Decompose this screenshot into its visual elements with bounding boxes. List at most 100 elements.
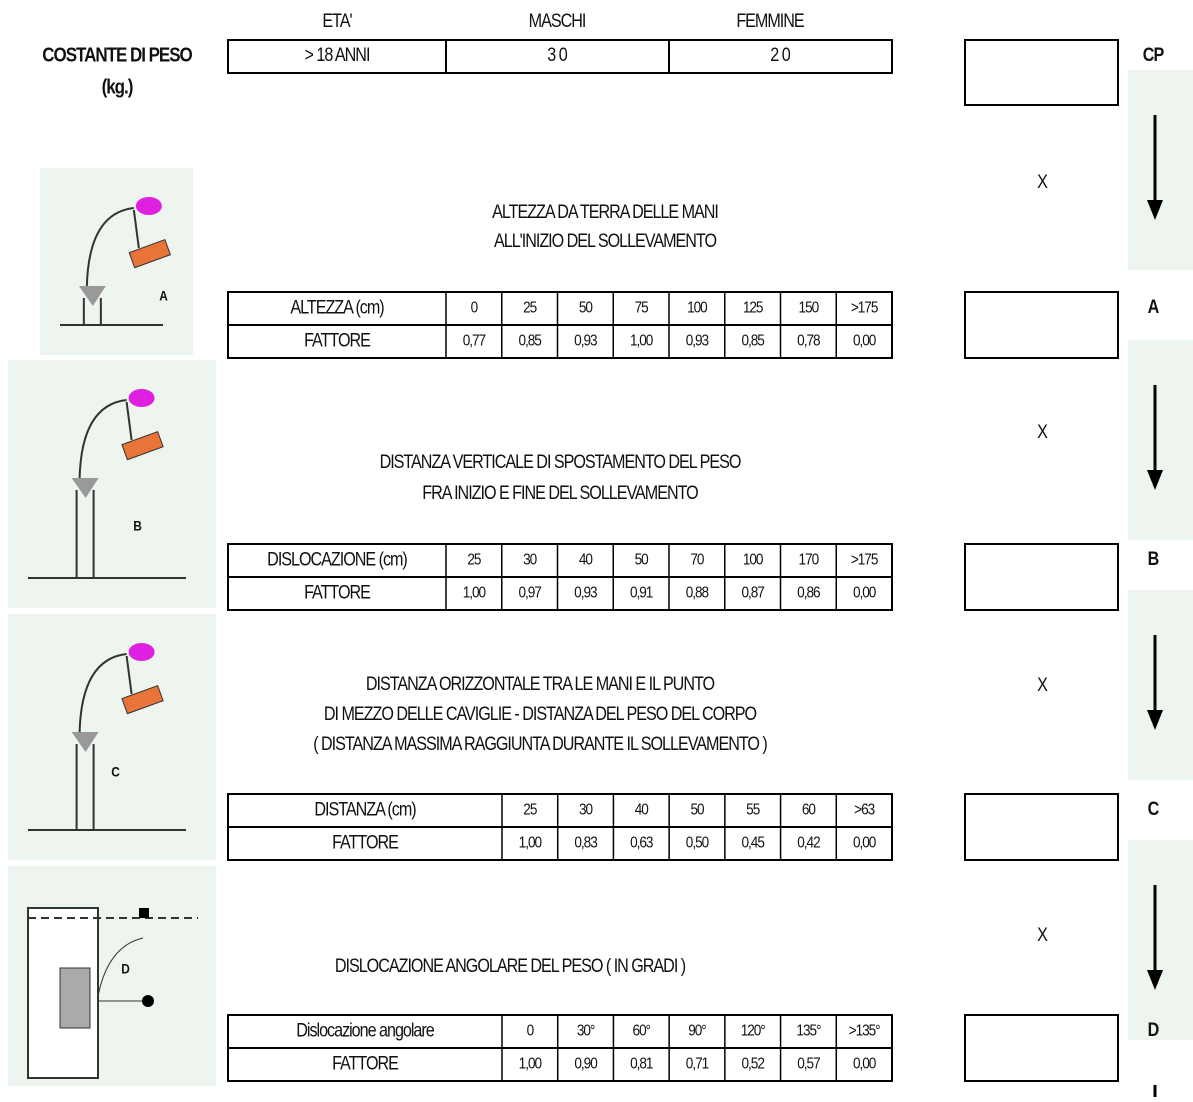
cell: 25: [523, 802, 537, 819]
hip: [78, 286, 106, 306]
cell: 0: [527, 1023, 534, 1040]
cell: >135°: [849, 1023, 881, 1040]
cell: 135°: [796, 1023, 821, 1040]
cell: 70: [690, 552, 704, 569]
back: [78, 653, 127, 733]
cell: 0,93: [574, 333, 597, 350]
cell: 0,50: [686, 835, 709, 852]
arrow-strip: [1128, 70, 1193, 270]
row-label: FATTORE: [304, 329, 370, 351]
arrow-head: [1147, 970, 1163, 990]
box: [964, 291, 1119, 359]
cell: 0,91: [630, 585, 653, 602]
row-label: Dislocazione angolare: [296, 1019, 435, 1041]
cell: 0,83: [574, 835, 597, 852]
section-title: ALTEZZA DA TERRA DELLE MANI: [492, 201, 718, 223]
cell: 0,00: [853, 333, 876, 350]
load: [121, 685, 164, 715]
cell: 0,90: [574, 1056, 597, 1073]
load: [59, 967, 91, 1029]
arrow-strip: [1128, 840, 1193, 1040]
text: (kg.): [102, 75, 134, 98]
arms: [125, 655, 133, 695]
cell: 170: [799, 552, 819, 569]
load: [121, 431, 164, 461]
arrow-strip: [1128, 590, 1193, 780]
head: [135, 197, 162, 215]
pictogram: [27, 907, 198, 1079]
multiplier: X: [1037, 924, 1048, 946]
row-label: ALTEZZA (cm): [290, 296, 384, 318]
cell: 30°: [577, 1023, 596, 1040]
head: [128, 643, 155, 661]
result-label: A: [1148, 296, 1160, 318]
cell: 100: [743, 552, 763, 569]
head: [128, 389, 155, 407]
cell: 0,63: [630, 835, 653, 852]
text: CP: [1143, 44, 1165, 66]
cell: 1,00: [519, 1056, 542, 1073]
cell: 55: [746, 802, 760, 819]
section-title: DISTANZA VERTICALE DI SPOSTAMENTO DEL PE…: [380, 451, 741, 473]
pictogram: [28, 643, 186, 831]
back: [78, 399, 127, 479]
marker: [139, 908, 149, 918]
cell: 90°: [688, 1023, 707, 1040]
multiplier: X: [1037, 674, 1048, 696]
arrow-head: [1147, 470, 1163, 490]
legs: [75, 490, 95, 578]
cell: 40: [635, 802, 649, 819]
row-label: FATTORE: [332, 1052, 398, 1074]
text: 3 0: [547, 44, 568, 66]
section-title: ( DISTANZA MASSIMA RAGGIUNTA DURANTE IL …: [313, 733, 767, 755]
cell: 0,78: [797, 333, 820, 350]
cell: 0,85: [518, 333, 541, 350]
cell: 1,00: [463, 585, 486, 602]
cell: 0,88: [686, 585, 709, 602]
cell: 0,00: [853, 585, 876, 602]
pictogram: [28, 389, 186, 579]
box: [964, 543, 1119, 611]
section-title: DI MEZZO DELLE CAVIGLIE - DISTANZA DEL P…: [324, 703, 756, 725]
arrow-head: [1147, 200, 1163, 220]
cell: 75: [635, 300, 649, 317]
cell: 0: [471, 300, 478, 317]
cell: 0,42: [797, 835, 820, 852]
foot: [142, 995, 154, 1007]
result-label: D: [1148, 1019, 1159, 1041]
cell: 0,86: [797, 585, 820, 602]
cell: 0,77: [463, 333, 486, 350]
text: MASCHI: [529, 10, 586, 32]
arrow-head: [1147, 710, 1163, 730]
cell: 0,81: [630, 1056, 653, 1073]
cell: 1,00: [630, 333, 653, 350]
cell: 0,87: [741, 585, 764, 602]
figure-bg: [8, 360, 216, 608]
row-label: FATTORE: [332, 831, 398, 853]
pictogram: [60, 197, 172, 326]
multiplier: X: [1037, 421, 1048, 443]
arms: [125, 401, 133, 441]
cell: 0,85: [741, 333, 764, 350]
section-title: DISTANZA ORIZZONTALE TRA LE MANI E IL PU…: [366, 673, 714, 695]
back: [85, 207, 134, 287]
figure-label: D: [121, 961, 129, 977]
text: FEMMINE: [736, 10, 804, 32]
figure-bg: [8, 614, 216, 860]
box: [227, 39, 893, 74]
cell: 0,93: [574, 585, 597, 602]
cell: 0,00: [853, 1056, 876, 1073]
cell: 0,52: [742, 1056, 765, 1073]
cell: >63: [854, 802, 875, 819]
arc: [97, 937, 144, 997]
cell: 60: [802, 802, 816, 819]
section-title: ALL'INIZIO DEL SOLLEVAMENTO: [494, 230, 716, 252]
cell: 0,45: [742, 835, 765, 852]
section-title: FRA INIZIO E FINE DEL SOLLEVAMENTO: [422, 482, 698, 504]
cell: 120°: [741, 1023, 766, 1040]
cell: 50: [690, 802, 704, 819]
cell: 25: [467, 552, 481, 569]
cell: 50: [635, 552, 649, 569]
box: [964, 1014, 1119, 1082]
